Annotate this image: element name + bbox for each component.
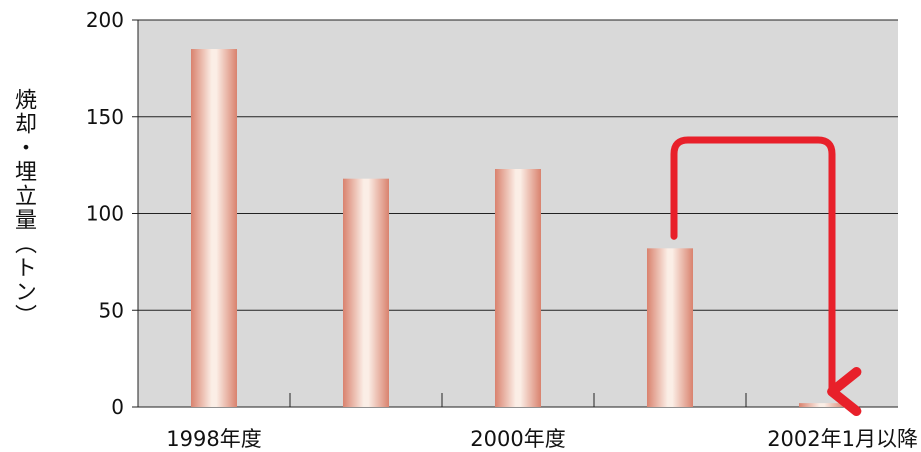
bar-4 <box>799 403 845 407</box>
y-axis-label: 焼却・埋立量（トン） <box>11 88 36 328</box>
y-tick-label: 0 <box>111 395 124 419</box>
x-category-label: 1998年度 <box>166 427 261 451</box>
x-category-label: 2002年1月以降 <box>767 427 918 451</box>
bar-2 <box>495 168 541 407</box>
transition-arrow <box>670 136 862 417</box>
bar-0 <box>191 49 237 408</box>
y-tick-label: 100 <box>86 202 124 226</box>
bar-1 <box>343 178 389 407</box>
y-tick-label: 200 <box>86 8 124 32</box>
x-category-label: 2000年度 <box>470 427 565 451</box>
bar-3 <box>647 248 693 407</box>
y-tick-label: 50 <box>99 298 124 322</box>
y-tick-label: 150 <box>86 105 124 129</box>
